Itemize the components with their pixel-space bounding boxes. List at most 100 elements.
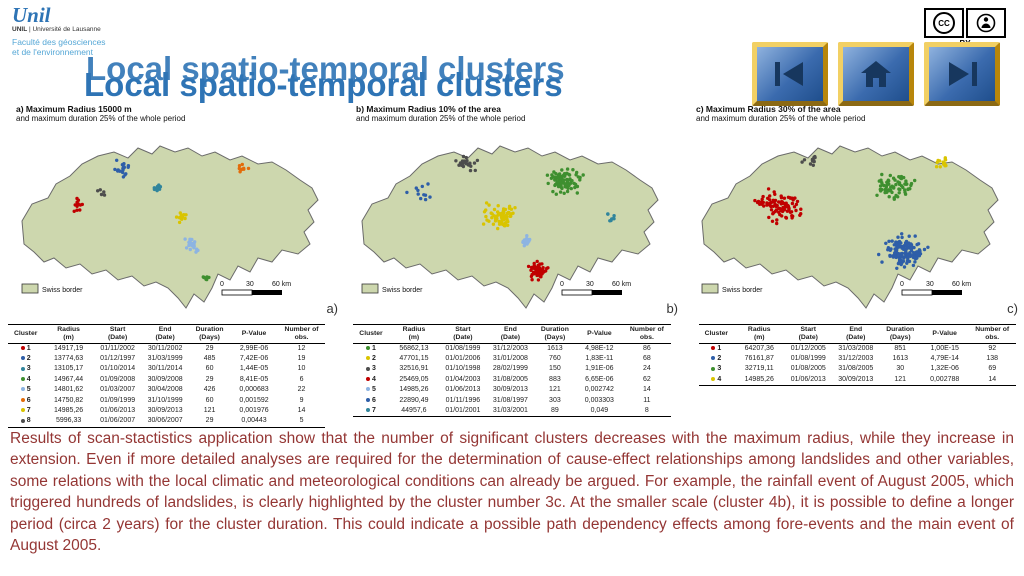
col-header: Cluster [698, 324, 734, 344]
table-cell: 01/06/2013 [100, 406, 136, 414]
cluster-dot [530, 278, 534, 282]
cluster-dot [581, 173, 585, 177]
cluster-number: 2 [372, 355, 376, 363]
table-cell: 8,41E-05 [239, 375, 269, 383]
table-cell: 4,79E-14 [930, 355, 959, 363]
table-cell: 121 [879, 374, 921, 387]
table-cell: 01/09/2008 [100, 375, 136, 383]
scale-label-60km: 60 km [952, 281, 971, 288]
home-button[interactable] [838, 42, 914, 106]
cluster-dot [526, 264, 531, 269]
cluster-dot [878, 187, 882, 192]
cluster-dot [80, 202, 85, 207]
table-cell: 1,32E-06 [930, 365, 959, 373]
table-cell: 0,003303 [584, 396, 614, 404]
table-cell: 851 [894, 344, 907, 352]
cluster-dot [760, 197, 764, 201]
cluster-dot [496, 226, 500, 231]
cluster-dot [766, 196, 770, 200]
cluster-dot [907, 234, 911, 238]
cluster-dot [913, 178, 917, 183]
cluster-dot [775, 221, 779, 226]
cluster-dot [546, 181, 550, 186]
table-cell: 14917,19 [53, 344, 84, 352]
cluster-dot [426, 182, 430, 186]
cluster-dot [812, 159, 816, 163]
scale-bar-segment [252, 290, 282, 295]
cluster-dot [201, 275, 205, 279]
cluster-dot [552, 170, 556, 174]
cluster-dot [566, 182, 570, 186]
cluster-dot [906, 254, 910, 259]
col-header: Radius (m) [388, 324, 440, 344]
cluster-table-a: Cluster Radius (m) Start (Date) End (Date) … [8, 324, 326, 428]
cluster-dot [914, 250, 919, 254]
panel-label-b: b) [666, 301, 678, 316]
table-cell: 0,00443 [230, 416, 278, 428]
cluster-id-cell: 1 [8, 343, 43, 354]
table-cell: 22890,49 [399, 396, 429, 404]
slide-navigation [752, 42, 1000, 106]
cluster-number: 8 [26, 417, 31, 425]
cluster-dot [894, 182, 898, 187]
table-cell: 30/04/2008 [147, 386, 183, 394]
cluster-dot [126, 164, 131, 168]
map-caption-title: b) Maximum Radius 10% of the area [356, 104, 502, 114]
cluster-id-cell: 5 [353, 385, 388, 395]
next-slide-button[interactable] [924, 42, 1000, 106]
cluster-color-dot [20, 356, 25, 361]
cluster-color-dot [366, 387, 371, 392]
col-header: Number of obs. [623, 324, 671, 344]
cluster-dot [896, 235, 900, 239]
faculty-name: Faculté des géosciences et de l'environn… [12, 37, 106, 57]
cluster-dot [811, 163, 815, 167]
cluster-dot [464, 155, 468, 160]
cluster-dot [788, 196, 792, 200]
table-cell: 01/12/2005 [790, 344, 826, 352]
swiss-border-outline [361, 145, 659, 309]
cluster-dot [926, 245, 930, 249]
table-cell: 9 [299, 396, 304, 404]
maps-row: a) Maximum Radius 15000 m and maximum du… [6, 104, 1018, 318]
cluster-dot [428, 195, 432, 199]
table-cell: 14985,26 [399, 386, 429, 394]
table-cell: 29 [205, 375, 214, 383]
cluster-dot [558, 190, 563, 194]
col-header: Duration (Days) [188, 324, 231, 344]
cluster-dot [541, 270, 546, 274]
cluster-id-cell: 2 [8, 354, 43, 364]
cluster-id-cell: 1 [699, 343, 734, 354]
col-header: P-Value [920, 324, 969, 344]
table-row: 4 25469,05 01/04/2003 31/08/2005 883 6,65E-06… [353, 375, 670, 385]
cluster-color-dot [711, 366, 716, 371]
previous-slide-button[interactable] [752, 42, 828, 106]
col-header: End (Date) [832, 324, 880, 344]
table-cell: 760 [549, 355, 561, 363]
cluster-dot [904, 179, 908, 183]
cluster-id-cell: 4 [698, 374, 734, 387]
cluster-dot [777, 200, 781, 204]
unil-logo-univ: Université de Lausanne [32, 26, 101, 34]
col-header: Cluster [353, 324, 389, 344]
table-row: 2 13774,63 01/12/1997 31/03/1999 485 7,42E-06… [8, 354, 325, 364]
cluster-dot [913, 234, 917, 238]
scale-bar-segment [901, 289, 933, 296]
cluster-color-dot [366, 366, 371, 371]
cluster-color-dot [366, 408, 371, 413]
cluster-dot [768, 201, 772, 206]
cluster-dot [611, 216, 616, 221]
cluster-dot [883, 188, 887, 192]
cluster-dot [473, 168, 477, 173]
cluster-dot [533, 266, 537, 271]
cluster-dot [912, 254, 917, 258]
table-row: 3 32516,91 01/10/1998 28/02/1999 150 1,91E-06… [353, 364, 670, 374]
cluster-dot [799, 212, 803, 216]
table-cell: 13105,17 [53, 365, 84, 373]
cluster-dot [938, 165, 942, 169]
cluster-tables-row: Cluster Radius (m) Start (Date) End (Date) … [8, 324, 1016, 428]
cluster-dot [888, 253, 892, 258]
cluster-dot [887, 239, 891, 243]
cluster-dot [503, 215, 507, 220]
col-header: Radius (m) [733, 324, 785, 344]
results-paragraph: Results of scan-stactistics application … [10, 430, 1014, 554]
